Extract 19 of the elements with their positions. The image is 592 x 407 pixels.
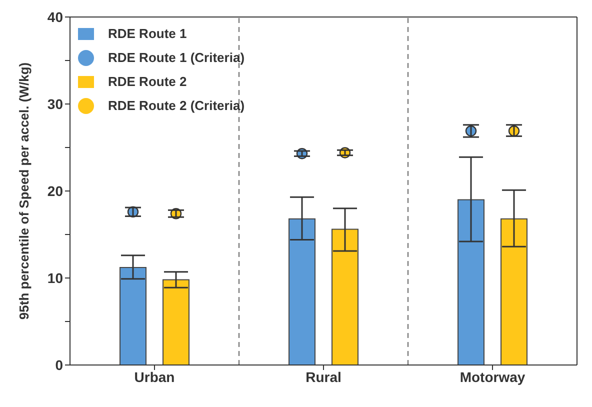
x-tick-label: Urban [134, 368, 175, 385]
legend-label: RDE Route 1 [108, 26, 187, 41]
x-tick-label: Motorway [460, 368, 526, 385]
bar [120, 267, 146, 365]
legend-label: RDE Route 2 [108, 74, 187, 89]
x-tick-label: Rural [306, 368, 342, 385]
bar [162, 279, 190, 365]
y-tick-label: 20 [47, 182, 64, 199]
bar [332, 228, 358, 365]
y-tick-label: 0 [55, 356, 64, 373]
y-axis-title: 95th percentile of Speed per accel. (W/kg) [16, 62, 32, 320]
legend-label: RDE Route 2 (Criteria) [108, 98, 245, 113]
y-tick-label: 40 [47, 8, 64, 25]
bar [288, 218, 316, 365]
y-tick-label: 30 [47, 96, 64, 112]
bar [458, 199, 484, 365]
bar [500, 218, 528, 365]
legend-label: RDE Route 1 (Criteria) [108, 50, 245, 65]
y-tick-label: 10 [47, 270, 64, 286]
